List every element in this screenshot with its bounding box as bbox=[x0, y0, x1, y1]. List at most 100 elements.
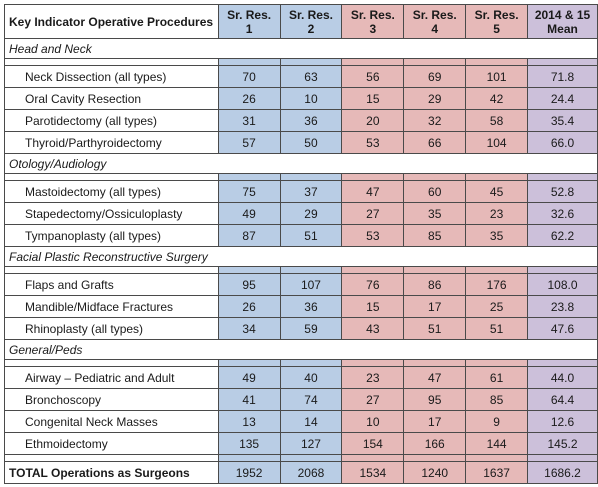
procedure-row: Airway – Pediatric and Adult 49 40 23 47 61 44… bbox=[4, 366, 598, 389]
procedure-name: Parotidectomy (all types) bbox=[4, 109, 219, 132]
value-sr-res-4: 95 bbox=[403, 388, 467, 411]
spacer-cell bbox=[279, 173, 343, 181]
spacer-cell bbox=[4, 173, 219, 181]
value-sr-res-4: 47 bbox=[403, 366, 467, 389]
spacer-cell bbox=[341, 266, 405, 274]
section-header-row: General/Peds bbox=[4, 339, 598, 360]
value-sr-res-5: 85 bbox=[465, 388, 529, 411]
procedure-name: Ethmoidectomy bbox=[4, 432, 219, 455]
value-sr-res-5: 35 bbox=[465, 224, 529, 247]
value-sr-res-3: 27 bbox=[341, 202, 405, 225]
header-sr-res-4: Sr. Res. 4 bbox=[403, 4, 467, 39]
value-sr-res-5: 58 bbox=[465, 109, 529, 132]
value-sr-res-2: 127 bbox=[279, 432, 343, 455]
value-sr-res-4: 32 bbox=[403, 109, 467, 132]
spacer-cell bbox=[403, 266, 467, 274]
header-procedures: Key Indicator Operative Procedures bbox=[4, 4, 219, 39]
value-sr-res-2: 63 bbox=[279, 65, 343, 88]
spacer-cell bbox=[341, 173, 405, 181]
procedure-row: Mastoidectomy (all types) 75 37 47 60 45 52.8 bbox=[4, 180, 598, 203]
value-mean: 52.8 bbox=[527, 180, 598, 203]
value-sr-res-1: 49 bbox=[217, 202, 281, 225]
spacer-row bbox=[4, 173, 598, 181]
value-sr-res-4: 35 bbox=[403, 202, 467, 225]
value-sr-res-3: 56 bbox=[341, 65, 405, 88]
value-sr-res-1: 13 bbox=[217, 410, 281, 433]
value-mean: 24.4 bbox=[527, 87, 598, 110]
value-sr-res-1: 34 bbox=[217, 317, 281, 340]
value-sr-res-5: 23 bbox=[465, 202, 529, 225]
value-sr-res-2: 51 bbox=[279, 224, 343, 247]
value-sr-res-1: 1952 bbox=[217, 461, 281, 484]
value-sr-res-3: 15 bbox=[341, 295, 405, 318]
value-mean: 145.2 bbox=[527, 432, 598, 455]
value-sr-res-2: 36 bbox=[279, 295, 343, 318]
section-header-row: Otology/Audiology bbox=[4, 153, 598, 174]
value-sr-res-2: 2068 bbox=[279, 461, 343, 484]
value-sr-res-4: 69 bbox=[403, 65, 467, 88]
value-sr-res-5: 1637 bbox=[465, 461, 529, 484]
spacer-cell bbox=[403, 173, 467, 181]
value-sr-res-2: 59 bbox=[279, 317, 343, 340]
procedure-row: Bronchoscopy 41 74 27 95 85 64.4 bbox=[4, 388, 598, 411]
value-sr-res-2: 29 bbox=[279, 202, 343, 225]
value-mean: 47.6 bbox=[527, 317, 598, 340]
value-mean: 32.6 bbox=[527, 202, 598, 225]
procedure-name: Tympanoplasty (all types) bbox=[4, 224, 219, 247]
section-title: General/Peds bbox=[4, 339, 598, 360]
spacer-cell bbox=[4, 454, 219, 462]
procedure-row: Thyroid/Parthyroidectomy 57 50 53 66 104 66.0 bbox=[4, 131, 598, 154]
value-sr-res-1: 26 bbox=[217, 87, 281, 110]
value-sr-res-4: 166 bbox=[403, 432, 467, 455]
value-sr-res-5: 45 bbox=[465, 180, 529, 203]
value-sr-res-1: 26 bbox=[217, 295, 281, 318]
value-sr-res-3: 154 bbox=[341, 432, 405, 455]
value-sr-res-1: 95 bbox=[217, 273, 281, 296]
value-sr-res-4: 17 bbox=[403, 295, 467, 318]
value-mean: 23.8 bbox=[527, 295, 598, 318]
value-sr-res-4: 29 bbox=[403, 87, 467, 110]
section-header-row: Head and Neck bbox=[4, 38, 598, 59]
value-sr-res-5: 104 bbox=[465, 131, 529, 154]
value-mean: 108.0 bbox=[527, 273, 598, 296]
procedure-name: Airway – Pediatric and Adult bbox=[4, 366, 219, 389]
value-sr-res-5: 51 bbox=[465, 317, 529, 340]
procedure-name: Oral Cavity Resection bbox=[4, 87, 219, 110]
value-mean: 71.8 bbox=[527, 65, 598, 88]
value-sr-res-3: 27 bbox=[341, 388, 405, 411]
spacer-cell bbox=[279, 359, 343, 367]
spacer-cell bbox=[403, 58, 467, 66]
value-sr-res-5: 61 bbox=[465, 366, 529, 389]
spacer-cell bbox=[465, 58, 529, 66]
value-mean: 1686.2 bbox=[527, 461, 598, 484]
value-sr-res-3: 23 bbox=[341, 366, 405, 389]
value-mean: 44.0 bbox=[527, 366, 598, 389]
spacer-cell bbox=[279, 454, 343, 462]
header-mean: 2014 & 15 Mean bbox=[527, 4, 598, 39]
spacer-cell bbox=[217, 58, 281, 66]
procedures-table: Key Indicator Operative Procedures Sr. R… bbox=[4, 4, 598, 484]
spacer-cell bbox=[279, 266, 343, 274]
value-mean: 66.0 bbox=[527, 131, 598, 154]
value-mean: 64.4 bbox=[527, 388, 598, 411]
value-sr-res-5: 101 bbox=[465, 65, 529, 88]
value-sr-res-2: 40 bbox=[279, 366, 343, 389]
value-sr-res-3: 47 bbox=[341, 180, 405, 203]
total-label: TOTAL Operations as Surgeons bbox=[4, 461, 219, 484]
spacer-row bbox=[4, 266, 598, 274]
section-title: Head and Neck bbox=[4, 38, 598, 59]
value-sr-res-2: 36 bbox=[279, 109, 343, 132]
spacer-row bbox=[4, 359, 598, 367]
spacer-cell bbox=[527, 454, 598, 462]
spacer-cell bbox=[527, 173, 598, 181]
value-sr-res-1: 75 bbox=[217, 180, 281, 203]
spacer-cell bbox=[465, 454, 529, 462]
spacer-cell bbox=[341, 454, 405, 462]
value-sr-res-5: 144 bbox=[465, 432, 529, 455]
spacer-cell bbox=[341, 359, 405, 367]
value-sr-res-5: 42 bbox=[465, 87, 529, 110]
spacer-row bbox=[4, 454, 598, 462]
header-sr-res-5: Sr. Res. 5 bbox=[465, 4, 529, 39]
procedure-row: Mandible/Midface Fractures 26 36 15 17 25 23.8 bbox=[4, 295, 598, 318]
value-sr-res-1: 31 bbox=[217, 109, 281, 132]
